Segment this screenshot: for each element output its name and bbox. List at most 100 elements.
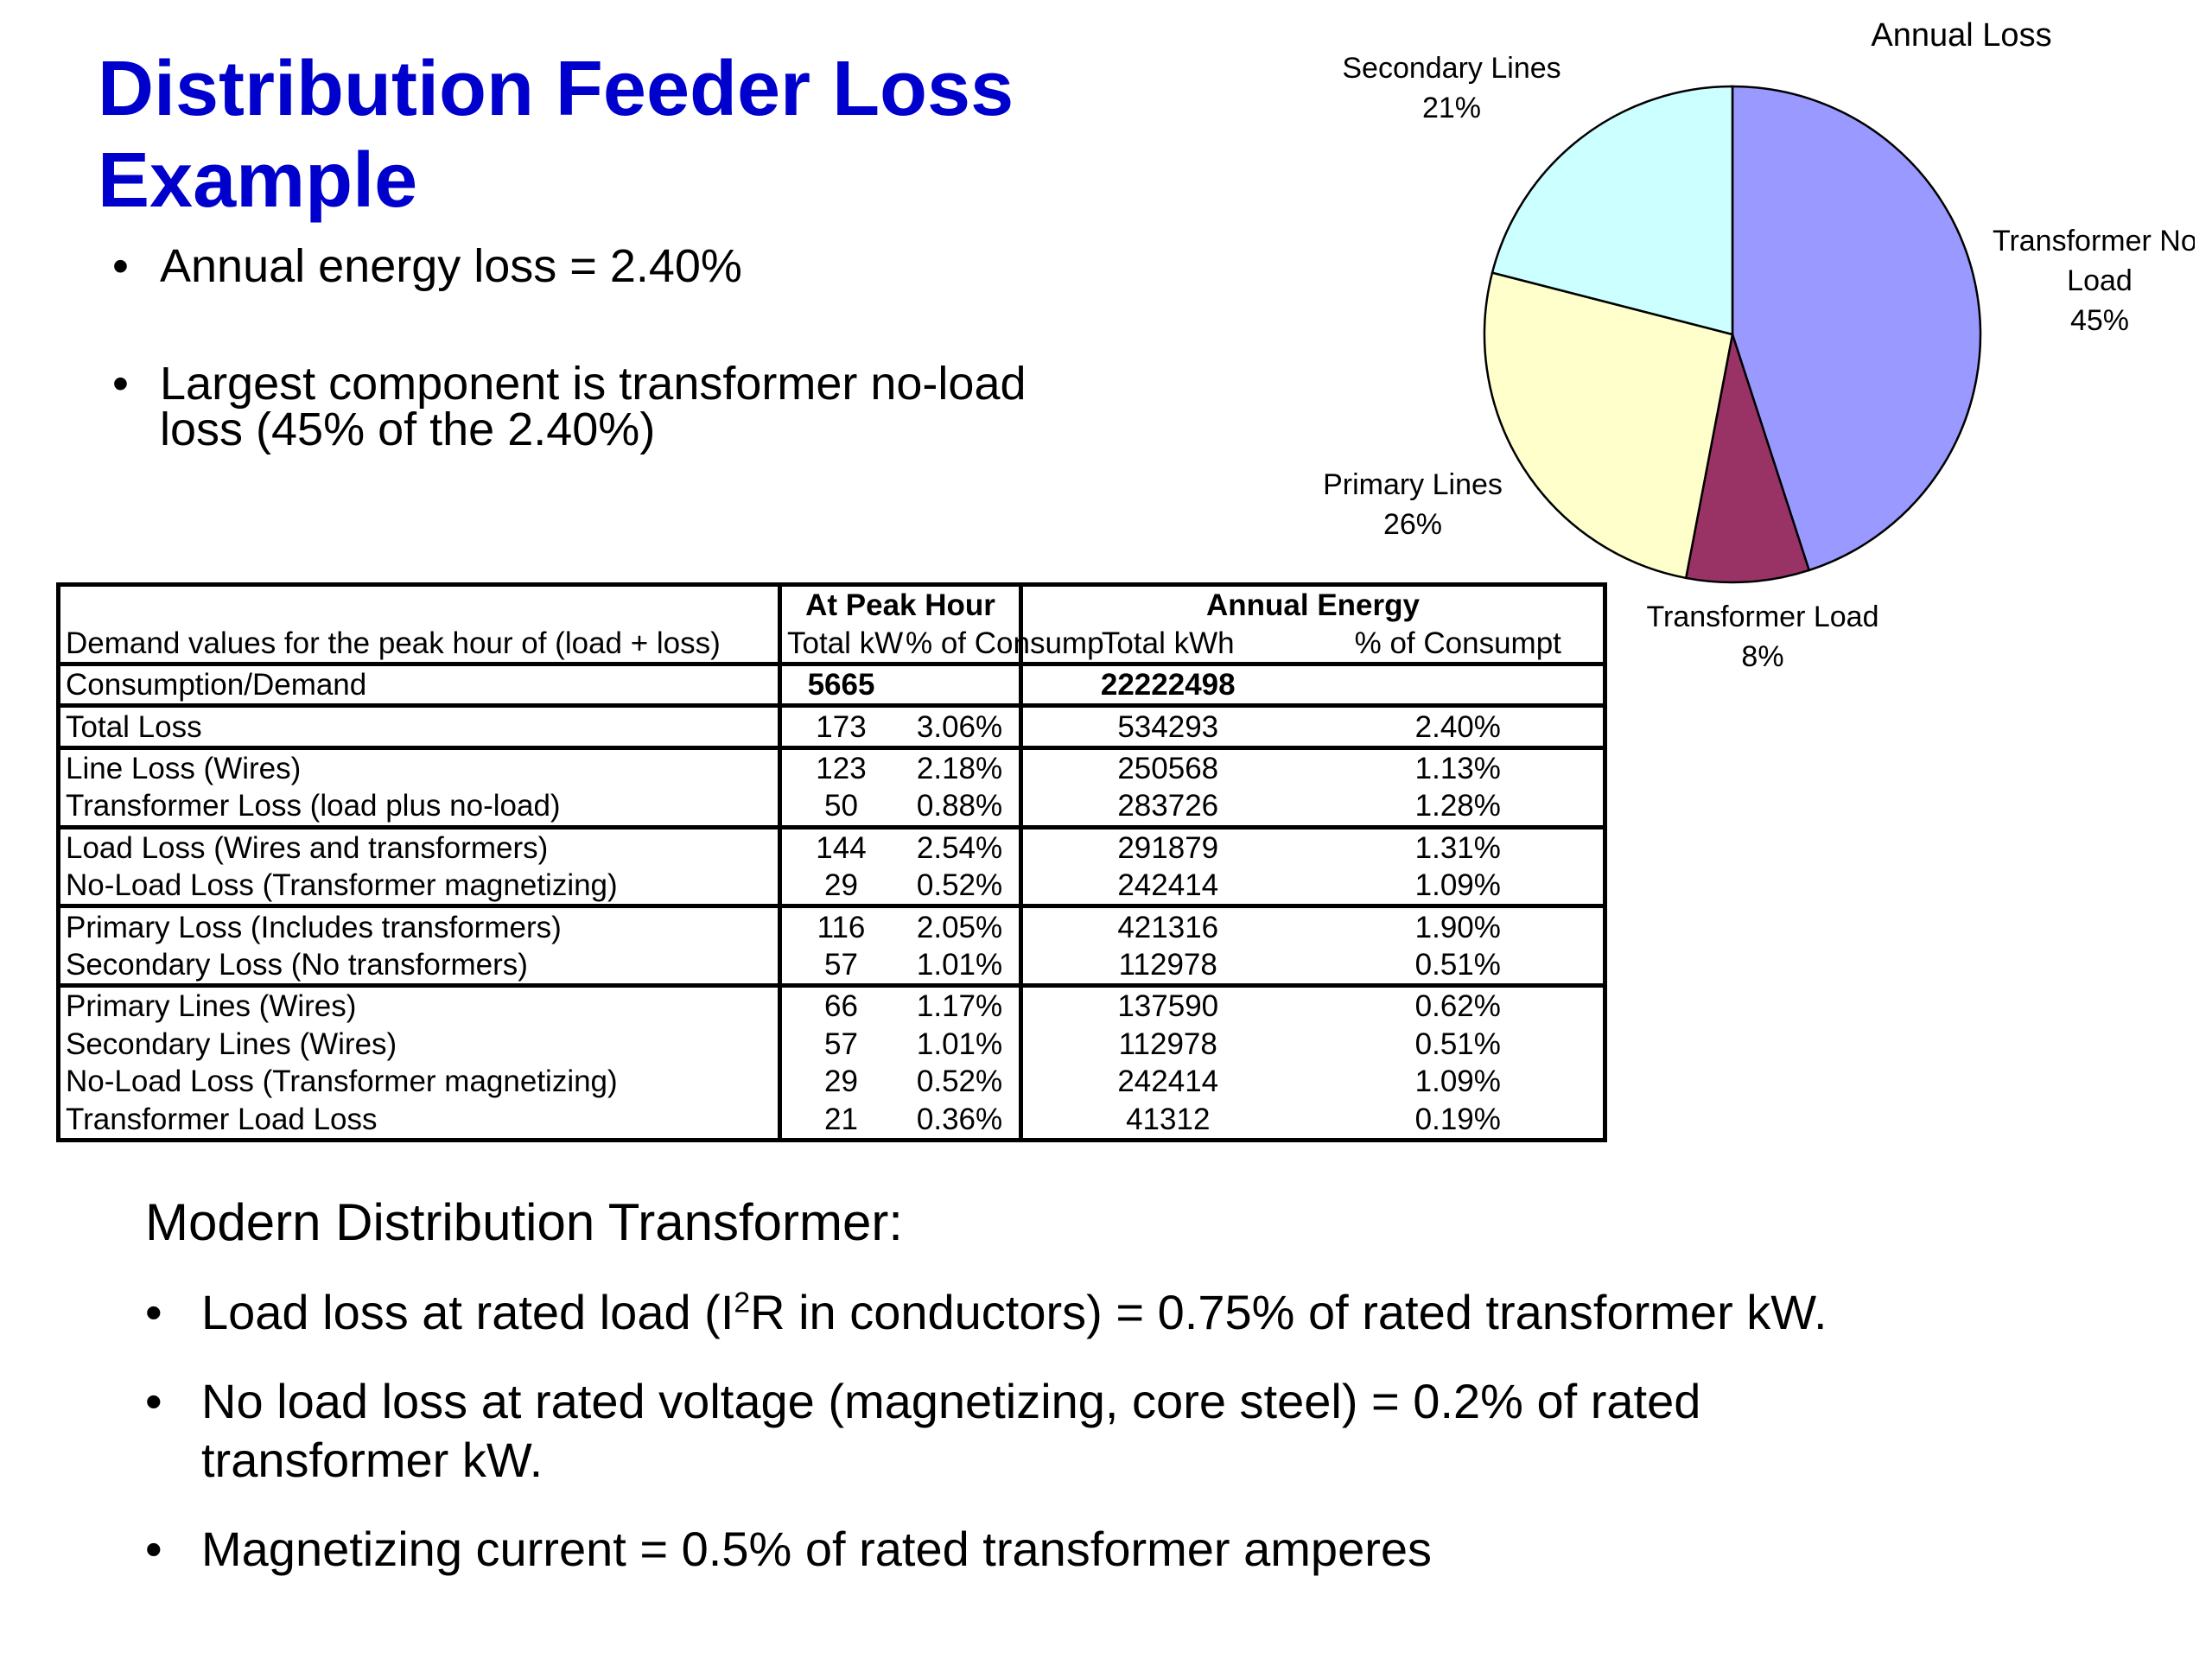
total-kwh-cell: 112978 <box>1118 948 1217 982</box>
row-label: Primary Lines (Wires) <box>58 983 782 1026</box>
table-row: No-Load Loss (Transformer magnetizing) 29… <box>58 866 1605 906</box>
bullet-item: • Magnetizing current = 0.5% of rated tr… <box>145 1520 2133 1579</box>
header-empty-cell <box>58 584 782 625</box>
pct-annual-cell: 1.13% <box>1313 745 1605 788</box>
row-label: Transformer Load Loss <box>58 1100 782 1141</box>
chart-title: Annual Loss <box>1871 17 2051 54</box>
pie-slice-primary-lines <box>1483 271 1734 580</box>
total-kw-cell: 5665 <box>779 661 900 706</box>
total-kw-cell: 57 <box>824 948 858 982</box>
total-kw-cell: 21 <box>824 1102 858 1136</box>
annual-loss-pie-chart: Annual Loss Transformer No-Load 45% Transf… <box>1279 17 2195 674</box>
bullet-text: No load loss at rated voltage (magnetizi… <box>201 1374 1701 1487</box>
pie-label: Transformer No-Load 45% <box>1993 225 2195 337</box>
table-row: Primary Lines (Wires) 66 1.17% 137590 0.62% <box>58 983 1605 1026</box>
row-label-header: Demand values for the peak hour of (load… <box>58 624 782 664</box>
total-kwh-cell: 112978 <box>1118 1027 1217 1061</box>
total-kwh-cell: 41312 <box>1126 1102 1211 1136</box>
row-label: Transformer Loss (load plus no-load) <box>58 787 782 828</box>
pie-chart-svg: Annual Loss Transformer No-Load 45%Transf… <box>1323 17 2195 673</box>
bullet-item: • Largest component is transformer no-lo… <box>112 358 1063 455</box>
pct-peak-cell: 1.01% <box>900 1025 1023 1064</box>
row-label: Secondary Lines (Wires) <box>58 1025 782 1064</box>
total-kw-cell: 116 <box>779 904 900 946</box>
pct-consump-peak-header: % of Consump <box>900 624 1104 664</box>
total-kw-cell: 50 <box>824 789 858 823</box>
pie-label: Transformer Load 8% <box>1647 601 1879 673</box>
row-label: Primary Loss (Includes transformers) <box>58 904 782 946</box>
row-label: Line Loss (Wires) <box>58 745 782 788</box>
total-kw-header: Total kW <box>787 626 904 660</box>
table-row: Secondary Lines (Wires) 57 1.01% 112978 0.51… <box>58 1025 1605 1064</box>
pct-annual-cell: 0.19% <box>1414 1102 1501 1136</box>
bullet-marker: • <box>112 240 129 292</box>
pct-peak-cell: 0.88% <box>900 787 1023 828</box>
table-group-header-row: At Peak Hour Annual Energy <box>58 584 1605 625</box>
pct-peak-cell: 3.06% <box>900 703 1023 748</box>
row-label: Secondary Loss (No transformers) <box>58 945 782 986</box>
table-row: Secondary Loss (No transformers) 57 1.01% 1… <box>58 945 1605 986</box>
total-kw-cell: 29 <box>824 868 858 903</box>
row-label: Load Loss (Wires and transformers) <box>58 824 782 867</box>
table-row: No-Load Loss (Transformer magnetizing) 29… <box>58 1063 1605 1101</box>
pct-annual-cell: 0.51% <box>1414 948 1501 982</box>
pct-annual-cell: 1.31% <box>1313 824 1605 867</box>
pct-annual-cell: 1.28% <box>1414 789 1501 823</box>
row-label: No-Load Loss (Transformer magnetizing) <box>58 866 782 906</box>
bullet-item: • Annual energy loss = 2.40% <box>112 240 1063 292</box>
peak-hour-group-header: At Peak Hour <box>779 584 1023 625</box>
pct-peak-cell: 0.52% <box>900 866 1023 906</box>
table-row: Primary Loss (Includes transformers) 116 2… <box>58 904 1605 946</box>
table-row: Load Loss (Wires and transformers) 144 2.5… <box>58 824 1605 867</box>
pie-label: Primary Lines 26% <box>1323 468 1503 541</box>
pct-peak-cell <box>900 661 1023 706</box>
total-kwh-cell: 250568 <box>1020 745 1313 788</box>
total-kw-cell: 29 <box>824 1065 858 1099</box>
pct-peak-cell: 2.05% <box>900 904 1023 946</box>
pct-annual-cell: 1.09% <box>1414 868 1501 903</box>
row-label: Total Loss <box>58 703 782 748</box>
bullet-text: Largest component is transformer no-load… <box>160 358 1027 455</box>
pie-slices <box>1483 85 1982 584</box>
total-kwh-cell: 242414 <box>1117 1065 1219 1099</box>
pct-annual-cell: 2.40% <box>1313 703 1605 748</box>
bullet-text-pre: Load loss at rated load (I <box>201 1285 734 1339</box>
row-label: No-Load Loss (Transformer magnetizing) <box>58 1063 782 1101</box>
total-kw-cell: 144 <box>779 824 900 867</box>
pct-peak-cell: 0.36% <box>900 1100 1023 1141</box>
pie-labels: Transformer No-Load 45% Transformer Load 8%… <box>1323 52 2195 673</box>
pct-peak-cell: 1.17% <box>900 983 1023 1026</box>
bullet-text-post: R in conductors) = 0.75% of rated transf… <box>750 1285 1827 1339</box>
table-row: Total Loss 173 3.06% 534293 2.40% <box>58 703 1605 748</box>
total-kw-cell: 66 <box>779 983 900 1026</box>
pct-annual-cell: 0.62% <box>1313 983 1605 1026</box>
feeder-loss-table: At Peak Hour Annual Energy Demand values… <box>56 582 1607 1142</box>
pie-slice-secondary-lines <box>1491 85 1734 336</box>
bullet-text: Annual energy loss = 2.40% <box>160 240 742 292</box>
table-row: Line Loss (Wires) 123 2.18% 250568 1.13% <box>58 745 1605 788</box>
section-title: Modern Distribution Transformer: <box>145 1193 903 1251</box>
bullet-marker: • <box>112 358 129 410</box>
bullet-marker: • <box>145 1374 162 1428</box>
superscript-two: 2 <box>734 1287 751 1319</box>
summary-bullets: • Annual energy loss = 2.40% • Largest c… <box>112 240 1063 455</box>
pct-peak-cell: 2.54% <box>900 824 1023 867</box>
pct-annual-cell <box>1313 661 1605 706</box>
total-kwh-cell: 22222498 <box>1020 661 1313 706</box>
bullet-marker: • <box>145 1285 162 1339</box>
bullet-marker: • <box>145 1522 162 1576</box>
pie-slice-transformer-no-load <box>1731 85 1982 572</box>
pct-consump-annual-header: % of Consumpt <box>1354 626 1561 660</box>
total-kwh-cell: 283726 <box>1117 789 1219 823</box>
pct-annual-cell: 0.51% <box>1414 1027 1501 1061</box>
pct-annual-cell: 1.09% <box>1414 1065 1501 1099</box>
row-label: Consumption/Demand <box>58 661 782 706</box>
total-kw-cell: 57 <box>824 1027 858 1061</box>
total-kwh-cell: 242414 <box>1117 868 1219 903</box>
bullet-item: • No load loss at rated voltage (magneti… <box>145 1372 2133 1490</box>
total-kw-cell: 173 <box>779 703 900 748</box>
total-kwh-cell: 291879 <box>1020 824 1313 867</box>
total-kwh-header: Total kWh <box>1101 626 1235 660</box>
total-kwh-cell: 534293 <box>1020 703 1313 748</box>
total-kwh-cell: 421316 <box>1020 904 1313 946</box>
